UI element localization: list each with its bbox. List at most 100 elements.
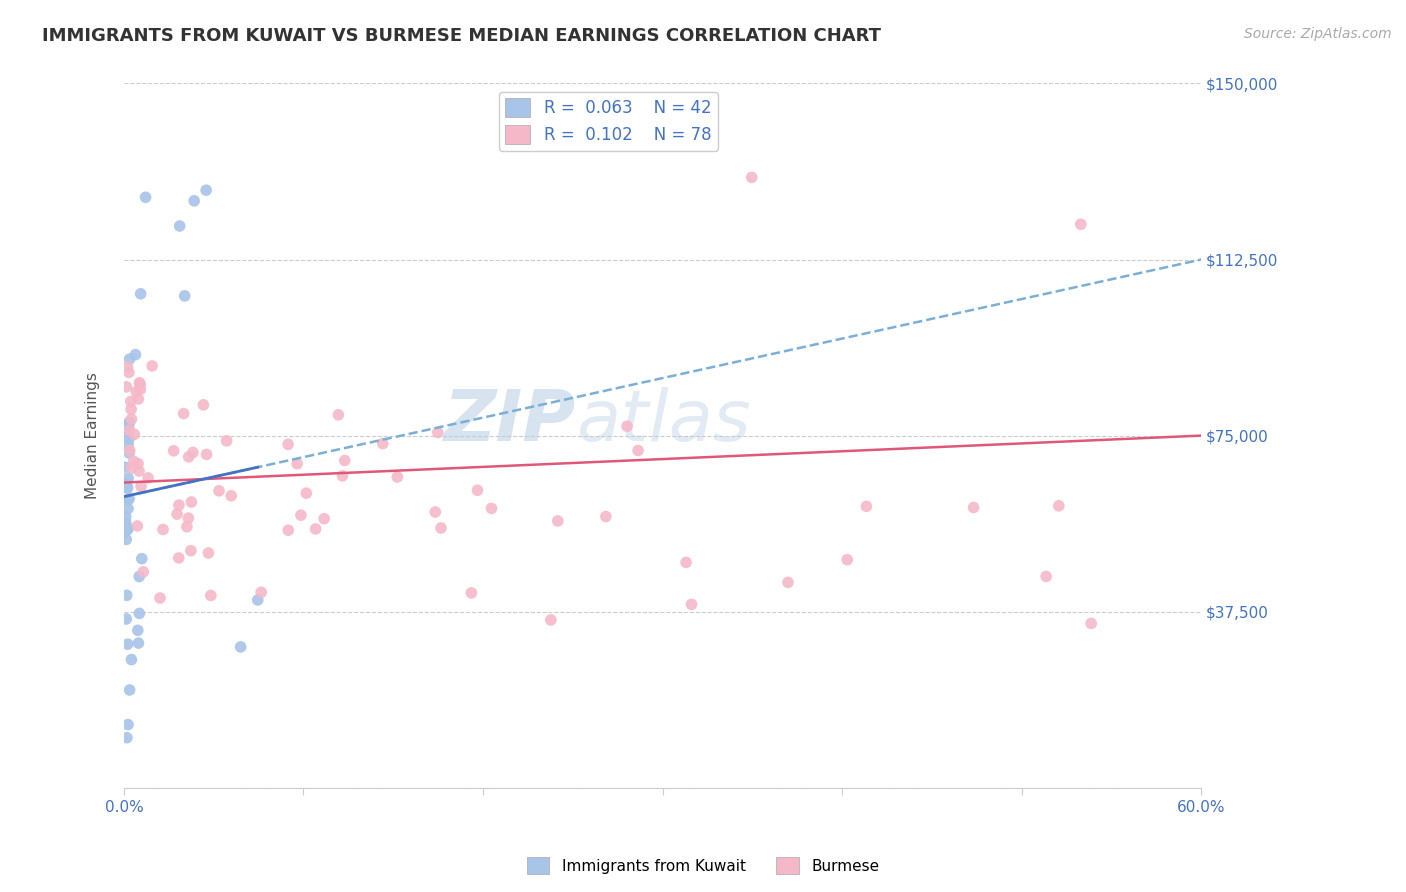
Text: atlas: atlas bbox=[576, 387, 751, 456]
Point bbox=[166, 507, 188, 521]
Point bbox=[129, 382, 152, 396]
Legend: Immigrants from Kuwait, Burmese: Immigrants from Kuwait, Burmese bbox=[520, 851, 886, 880]
Point bbox=[117, 637, 139, 651]
Point bbox=[125, 384, 148, 399]
Point bbox=[128, 607, 150, 621]
Point bbox=[173, 407, 195, 421]
Point bbox=[127, 519, 149, 533]
Point bbox=[118, 352, 141, 367]
Point bbox=[115, 380, 138, 394]
Point bbox=[127, 636, 149, 650]
Point bbox=[595, 509, 617, 524]
Point bbox=[117, 480, 139, 494]
Point bbox=[118, 446, 141, 460]
Point bbox=[426, 425, 449, 440]
Point bbox=[128, 569, 150, 583]
Point bbox=[121, 461, 143, 475]
Point bbox=[250, 585, 273, 599]
Point bbox=[176, 520, 198, 534]
Point bbox=[371, 436, 394, 450]
Point bbox=[855, 500, 877, 514]
Point bbox=[290, 508, 312, 523]
Point bbox=[1047, 499, 1070, 513]
Point bbox=[118, 415, 141, 429]
Point bbox=[387, 470, 409, 484]
Point bbox=[129, 479, 152, 493]
Legend: R =  0.063    N = 42, R =  0.102    N = 78: R = 0.063 N = 42, R = 0.102 N = 78 bbox=[499, 92, 718, 151]
Point bbox=[173, 289, 195, 303]
Point bbox=[167, 550, 190, 565]
Point bbox=[177, 450, 200, 464]
Point bbox=[117, 717, 139, 731]
Point bbox=[195, 447, 218, 461]
Point bbox=[115, 477, 138, 491]
Point bbox=[304, 522, 326, 536]
Point bbox=[219, 489, 242, 503]
Point bbox=[132, 565, 155, 579]
Point bbox=[118, 366, 141, 380]
Point bbox=[540, 613, 562, 627]
Point bbox=[195, 183, 218, 197]
Point bbox=[118, 683, 141, 698]
Point bbox=[117, 522, 139, 536]
Point bbox=[675, 555, 697, 569]
Point bbox=[627, 443, 650, 458]
Point bbox=[430, 521, 453, 535]
Point bbox=[114, 515, 136, 529]
Point bbox=[127, 457, 149, 471]
Point bbox=[124, 348, 146, 362]
Point bbox=[333, 453, 356, 467]
Point bbox=[183, 194, 205, 208]
Point bbox=[681, 598, 703, 612]
Point bbox=[277, 437, 299, 451]
Point bbox=[467, 483, 489, 498]
Point bbox=[114, 509, 136, 524]
Point bbox=[181, 445, 204, 459]
Point bbox=[117, 501, 139, 516]
Point bbox=[215, 434, 238, 448]
Point bbox=[200, 589, 222, 603]
Point bbox=[118, 432, 141, 446]
Point bbox=[547, 514, 569, 528]
Point bbox=[131, 551, 153, 566]
Point bbox=[120, 412, 142, 426]
Point bbox=[197, 546, 219, 560]
Point bbox=[332, 468, 354, 483]
Text: IMMIGRANTS FROM KUWAIT VS BURMESE MEDIAN EARNINGS CORRELATION CHART: IMMIGRANTS FROM KUWAIT VS BURMESE MEDIAN… bbox=[42, 27, 882, 45]
Point bbox=[149, 591, 172, 605]
Point bbox=[180, 495, 202, 509]
Point bbox=[117, 438, 139, 452]
Point bbox=[128, 464, 150, 478]
Point bbox=[118, 443, 141, 458]
Point bbox=[616, 419, 638, 434]
Point bbox=[180, 543, 202, 558]
Point bbox=[114, 524, 136, 539]
Point bbox=[177, 511, 200, 525]
Point bbox=[117, 426, 139, 441]
Point bbox=[118, 491, 141, 506]
Point bbox=[117, 471, 139, 485]
Point bbox=[115, 731, 138, 745]
Text: Source: ZipAtlas.com: Source: ZipAtlas.com bbox=[1244, 27, 1392, 41]
Point bbox=[328, 408, 350, 422]
Point bbox=[128, 376, 150, 390]
Point bbox=[115, 612, 138, 626]
Point bbox=[127, 624, 149, 638]
Point bbox=[136, 471, 159, 485]
Point bbox=[117, 492, 139, 507]
Point bbox=[120, 394, 142, 409]
Point bbox=[285, 457, 308, 471]
Point bbox=[1070, 217, 1092, 231]
Point bbox=[115, 533, 138, 547]
Point bbox=[141, 359, 163, 373]
Point bbox=[162, 443, 184, 458]
Point bbox=[460, 586, 482, 600]
Point bbox=[122, 454, 145, 468]
Point bbox=[124, 427, 146, 442]
Point bbox=[741, 170, 763, 185]
Point bbox=[776, 575, 799, 590]
Point bbox=[117, 359, 139, 374]
Point bbox=[135, 190, 157, 204]
Point bbox=[295, 486, 318, 500]
Point bbox=[193, 398, 215, 412]
